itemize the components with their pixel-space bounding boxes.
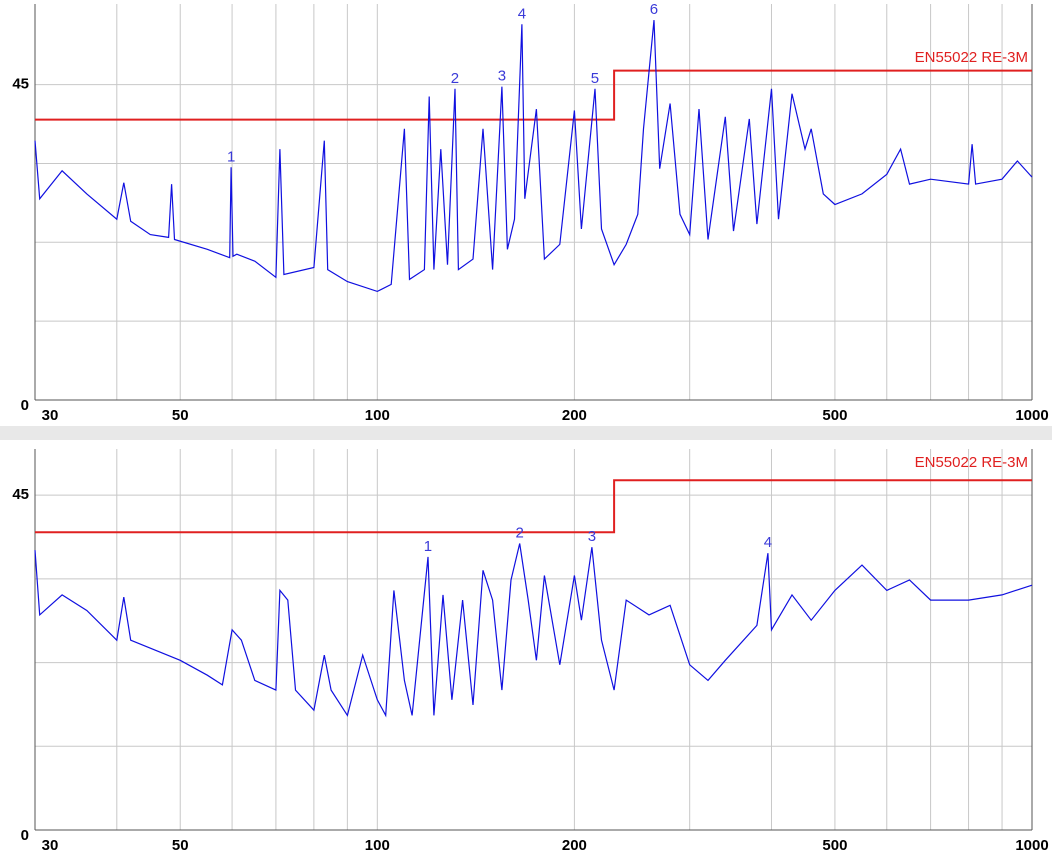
x-tick-label: 1000 [1015,837,1048,854]
peak-marker: 2 [451,70,459,87]
legend-label: EN55022 RE-3M [915,454,1028,471]
series-line [35,69,1032,121]
x-tick-label: 50 [172,407,189,424]
peak-marker: 4 [518,5,526,22]
x-tick-label: 500 [822,407,847,424]
x-tick-label: 500 [822,837,847,854]
peak-marker: 4 [764,534,772,551]
series-line [34,543,1033,718]
x-tick-label: 1000 [1015,407,1048,424]
plot-area [35,4,1032,400]
peak-marker: 1 [227,148,235,165]
series-line [35,479,1032,534]
x-tick-label: 200 [562,407,587,424]
x-tick-label: 200 [562,837,587,854]
x-tick-label: 30 [42,837,59,854]
y-tick-label: 0 [21,827,29,844]
peak-marker: 3 [588,528,596,545]
separator [0,426,1052,440]
peak-marker: 5 [591,70,599,87]
x-tick-label: 50 [172,837,189,854]
legend-label: EN55022 RE-3M [915,49,1028,66]
x-tick-label: 30 [42,407,59,424]
peak-marker: 6 [650,1,658,18]
chart: 30 50 100 200 500 1000 0 45 EN55022 RE-3M 1 2 3 4 [12,449,1049,854]
series-line [34,20,1033,293]
x-tick-label: 100 [365,837,390,854]
peak-marker: 1 [424,538,432,555]
y-tick-label: 0 [21,397,29,414]
y-tick-label: 45 [12,486,29,503]
x-tick-label: 100 [365,407,390,424]
peak-marker: 3 [498,68,506,85]
peak-marker: 2 [516,524,524,541]
y-tick-label: 45 [12,76,29,93]
